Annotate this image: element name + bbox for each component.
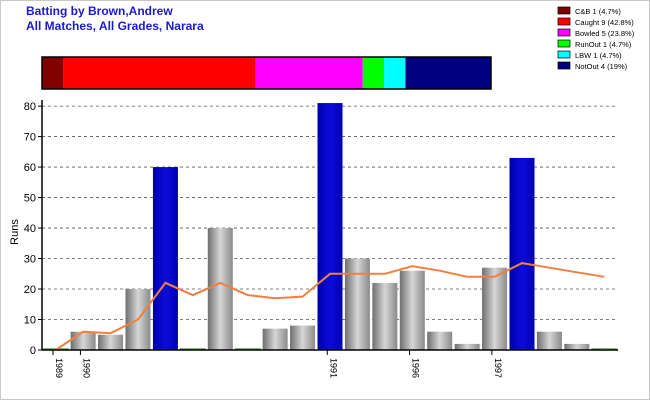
legend-label: Caught 9 (42.8%) xyxy=(575,18,634,27)
y-tick-label: 0 xyxy=(30,345,36,357)
dismissal-bar xyxy=(41,56,492,90)
season-label: 1997 xyxy=(493,358,503,378)
out-bar xyxy=(372,282,398,350)
x-axis-labels: 1989 1990 1991 1996 1997 xyxy=(52,350,503,378)
out-bar xyxy=(564,343,590,350)
dismissal-segment xyxy=(63,57,256,89)
legend: C&B 1 (4.7%) Caught 9 (42.8%) Bowled 5 (23… xyxy=(557,6,635,71)
dismissal-segment xyxy=(42,57,64,89)
y-tick-label: 70 xyxy=(24,132,36,144)
y-axis-ticks: 0 10 20 30 40 50 60 70 80 xyxy=(24,101,42,357)
out-bar xyxy=(70,331,96,350)
dismissal-segment xyxy=(362,57,385,89)
out-bar xyxy=(290,325,316,350)
average-line-group xyxy=(55,262,605,351)
runs-bars xyxy=(42,103,618,351)
y-tick-label: 20 xyxy=(24,284,36,296)
y-tick-label: 30 xyxy=(24,254,36,266)
not-out-bar xyxy=(152,167,178,350)
out-bar xyxy=(262,328,288,350)
dismissal-segment xyxy=(255,57,363,89)
not-out-bar xyxy=(509,157,535,350)
legend-label: C&B 1 (4.7%) xyxy=(575,7,621,16)
legend-label: NotOut 4 (19%) xyxy=(575,62,628,71)
chart-title: Batting by Brown,Andrew xyxy=(26,4,173,18)
y-tick-label: 50 xyxy=(24,193,36,205)
out-bar xyxy=(344,258,370,350)
dismissal-segment xyxy=(384,57,406,89)
y-tick-label: 40 xyxy=(24,223,36,235)
legend-label: RunOut 1 (4.7%) xyxy=(575,40,632,49)
legend-label: LBW 1 (4.7%) xyxy=(575,51,622,60)
y-tick-label: 60 xyxy=(24,162,36,174)
dismissal-bar-border xyxy=(41,56,492,90)
out-bar xyxy=(454,343,480,350)
not-out-bar xyxy=(317,103,343,350)
out-bar xyxy=(482,267,508,350)
legend-label: Bowled 5 (23.8%) xyxy=(575,29,635,38)
out-bar xyxy=(98,334,124,350)
chart-subtitle: All Matches, All Grades, Narara xyxy=(26,19,204,33)
dismissal-segment xyxy=(405,57,491,89)
out-bar xyxy=(536,331,562,350)
out-bar xyxy=(207,228,233,350)
y-tick-label: 80 xyxy=(24,101,36,113)
season-label: 1991 xyxy=(328,358,338,378)
season-label: 1989 xyxy=(54,358,64,378)
y-axis-label: Runs xyxy=(9,219,21,245)
out-bar xyxy=(427,331,453,350)
legend-swatch xyxy=(557,17,571,26)
season-label: 1996 xyxy=(411,358,421,378)
legend-swatch xyxy=(557,6,571,15)
legend-swatch xyxy=(557,28,571,37)
season-label: 1990 xyxy=(81,358,91,378)
y-tick-label: 10 xyxy=(24,315,36,327)
axes xyxy=(41,100,618,351)
legend-swatch xyxy=(557,50,571,59)
legend-swatch xyxy=(557,61,571,70)
out-bar xyxy=(399,270,425,350)
average-line xyxy=(55,262,605,351)
legend-swatch xyxy=(557,39,571,48)
